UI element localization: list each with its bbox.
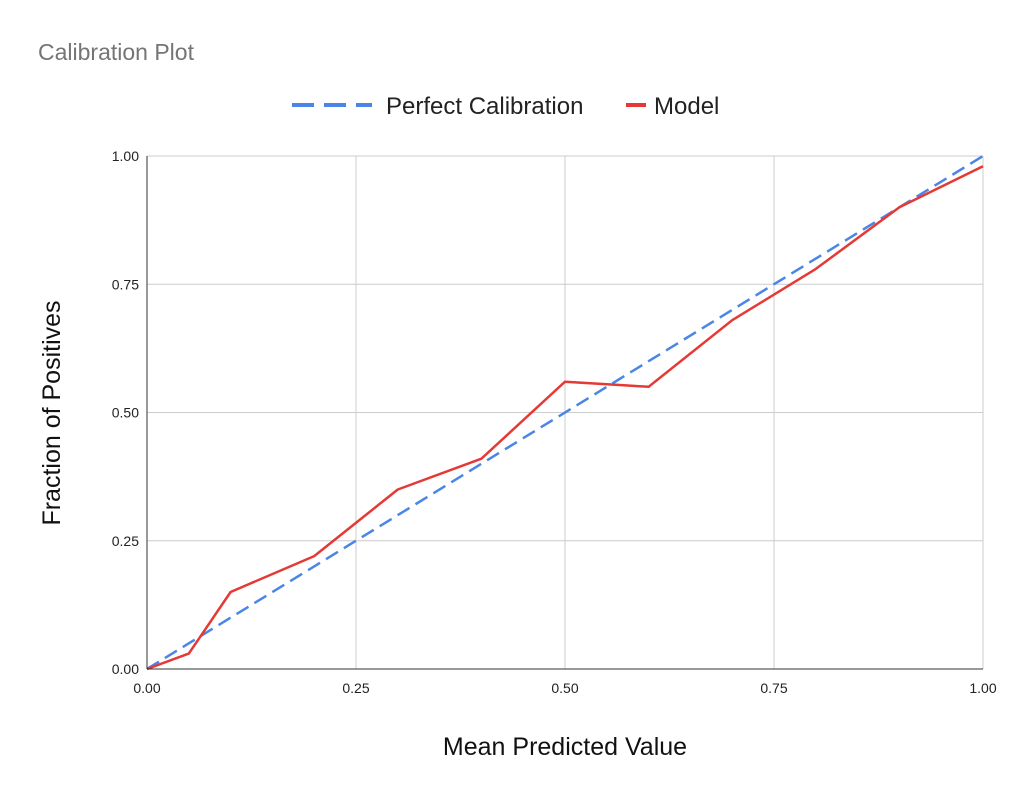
chart-title: Calibration Plot: [38, 39, 195, 65]
legend-label-perfect-calibration: Perfect Calibration: [386, 93, 583, 120]
y-tick-label: 0.75: [112, 276, 139, 292]
legend-label-model: Model: [654, 93, 719, 120]
gridlines: [147, 155, 984, 669]
x-tick-label: 0.00: [133, 680, 160, 696]
x-tick-label: 0.25: [342, 680, 369, 696]
y-tick-label: 0.50: [112, 405, 139, 421]
x-tick-label: 1.00: [969, 680, 996, 696]
y-tick-label: 0.00: [112, 661, 139, 677]
x-tick-label: 0.50: [551, 680, 578, 696]
y-tick-label: 0.25: [112, 533, 139, 549]
series-line-model: [146, 165, 984, 671]
series-line-perfect-calibration: [146, 154, 984, 671]
x-axis-title: Mean Predicted Value: [443, 733, 687, 761]
tick-labels: 0.00 0.25 0.50 0.75 1.00 0.00 0.25 0.50 0.75 1.00: [112, 148, 997, 696]
y-axis-title: Fraction of Positives: [38, 300, 66, 525]
legend: Perfect Calibration Model: [292, 93, 719, 120]
x-tick-label: 0.75: [760, 680, 787, 696]
y-tick-label: 1.00: [112, 148, 139, 164]
axes: [146, 156, 983, 670]
series-lines: [146, 154, 984, 671]
